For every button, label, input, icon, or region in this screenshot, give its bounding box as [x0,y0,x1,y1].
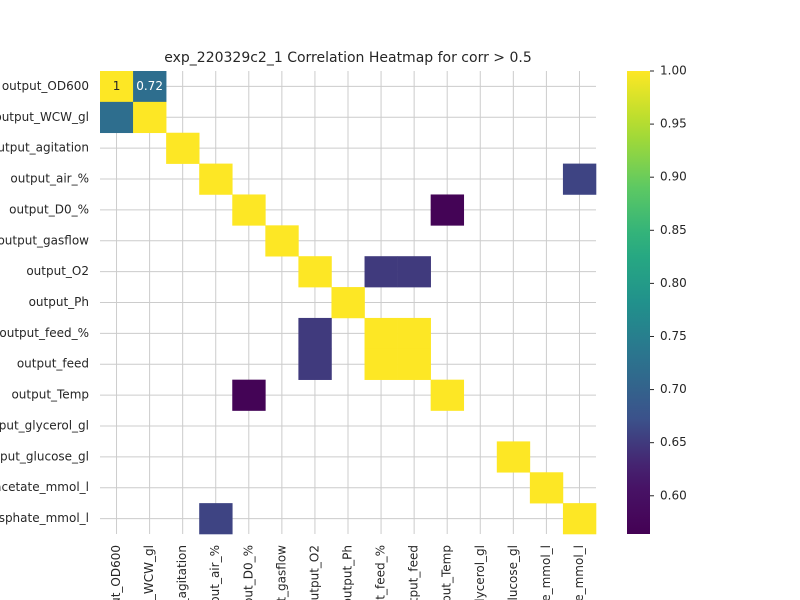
colorbar-tick-label: 0.75 [660,329,687,343]
y-tick-label: output_air_% [10,172,89,186]
colorbar-tick-label: 0.95 [660,117,687,131]
heatmap-cell [562,503,597,535]
x-tick-label: output_WCW_gl [142,545,156,600]
heatmap-cell [298,348,332,380]
y-tick-label: output_glucose_gl [0,449,89,463]
heatmap-cell [166,132,200,164]
x-tick-label: output_OD600 [109,545,123,600]
heatmap-cell [265,225,299,257]
x-tick-label: output_feed_% [374,545,388,600]
colorbar [627,71,650,534]
y-tick-label: output_phosphate_mmol_l [0,511,89,525]
x-tick-label: output_air_% [208,545,222,600]
heatmap-cell [199,503,233,535]
heatmap-cell [232,379,266,411]
colorbar-tick-label: 0.85 [660,223,687,237]
heatmap-cell [298,317,332,350]
heatmap-cell [562,163,597,195]
y-tick-label: output_gasflow [0,233,89,247]
y-tick-label: output_glycerol_gl [0,418,89,432]
x-tick-label: output_glucose_gl [506,545,520,600]
heatmap-cell [133,71,167,103]
heatmap-cell [496,441,531,473]
heatmap-cell [364,348,398,380]
heatmap-cell [331,287,365,319]
x-tick-label: output_agitation [175,545,189,600]
y-tick-label: output_O2 [26,264,89,278]
x-tick-label: output_Ph [341,545,355,600]
y-tick-label: output_acetate_mmol_l [0,480,89,494]
y-tick-label: output_WCW_gl [0,110,89,124]
x-tick-label: output_phosphate_mmol_l [572,545,586,600]
cell-label: 1 [113,79,121,93]
heatmap-cell [199,163,233,195]
x-tick-label: output_Temp [440,545,454,600]
y-tick-label: output_feed [17,357,89,371]
heatmap-cell [133,101,167,134]
heatmap-cell [100,71,134,103]
colorbar-tick-label: 0.70 [660,382,687,396]
y-tick-label: output_Temp [11,388,89,402]
colorbar-tick-label: 0.60 [660,488,687,502]
colorbar-tick-label: 0.65 [660,435,687,449]
heatmap-cell [397,256,431,288]
cell-label: 0.72 [136,79,163,93]
x-tick-label: output_gasflow [274,545,288,600]
x-tick-label: output_acetate_mmol_l [539,545,553,600]
heatmap-cell [397,348,431,380]
y-tick-label: output_D0_% [9,202,89,216]
heatmap-cell [397,317,431,350]
chart-title: exp_220329c2_1 Correlation Heatmap for c… [164,50,531,66]
heatmap-cell [232,194,266,226]
heatmap-cell [298,256,332,288]
x-tick-label: output_glycerol_gl [473,545,487,600]
y-tick-label: output_Ph [29,295,89,309]
heatmap-cell [430,194,465,226]
x-tick-label: output_D0_% [241,545,255,600]
heatmap-cell [100,101,134,134]
colorbar-tick-label: 1.00 [660,64,687,78]
y-tick-label: output_agitation [0,141,89,155]
heatmap-cell [364,317,398,350]
colorbar-tick-label: 0.90 [660,170,687,184]
y-tick-label: output_feed_% [0,326,89,340]
heatmap-cell [430,379,465,411]
colorbar-tick-label: 0.80 [660,276,687,290]
x-tick-label: output_O2 [307,545,321,600]
y-tick-label: output_OD600 [2,79,89,93]
x-tick-label: output_feed [407,545,421,600]
heatmap-cell [529,472,564,504]
heatmap-cell [364,256,398,288]
